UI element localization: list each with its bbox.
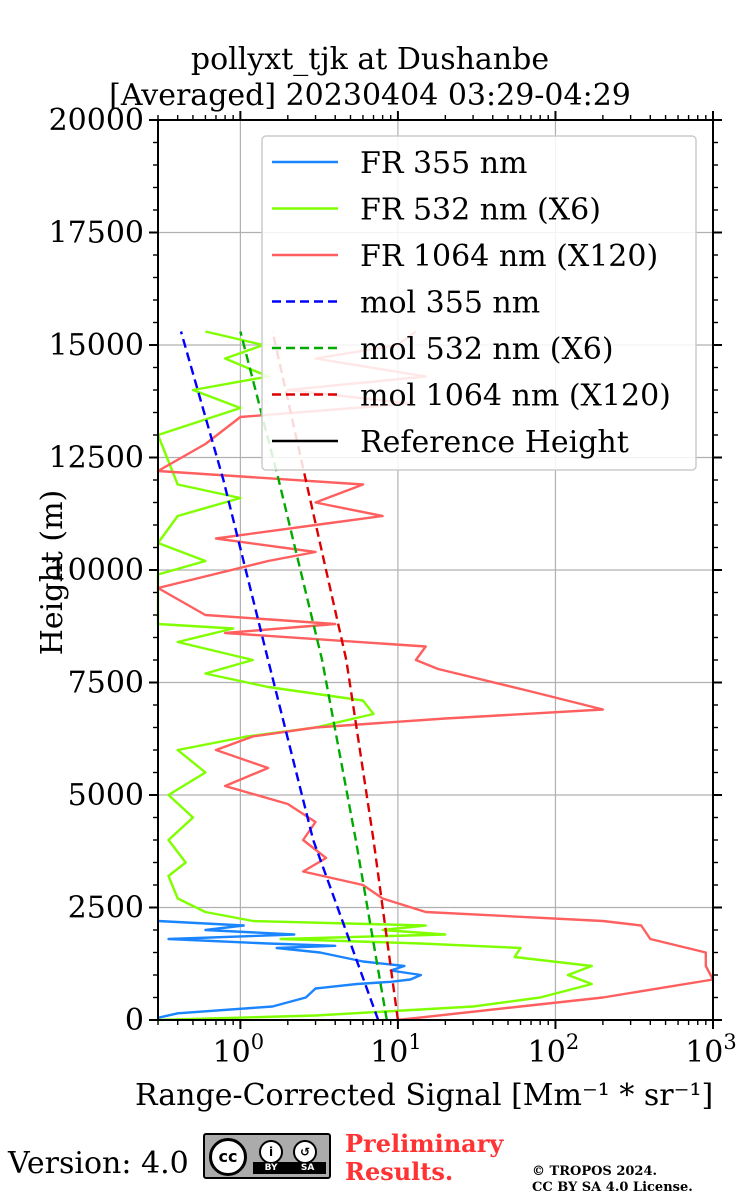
x-tick-label: 100 <box>213 1030 265 1070</box>
preliminary-line1: Preliminary <box>345 1129 504 1158</box>
version-label: Version: 4.0 <box>8 1146 189 1181</box>
preliminary-line2: Results. <box>345 1157 454 1186</box>
y-tick-label: 0 <box>125 1003 144 1038</box>
x-axis-label: Range-Corrected Signal [Mm⁻¹ * sr⁻¹] <box>135 1078 714 1113</box>
copyright-line2: CC BY SA 4.0 License. <box>532 1180 693 1195</box>
series-line-3 <box>179 331 380 1021</box>
copyright-line1: © TROPOS 2024. <box>532 1164 658 1179</box>
by-label: BY <box>264 1163 278 1173</box>
cc-license-badge: cc i ↺ BY SA <box>203 1133 331 1179</box>
copyright-notice: © TROPOS 2024. CC BY SA 4.0 License. <box>532 1164 693 1196</box>
y-tick-label: 20000 <box>49 103 144 138</box>
chart-title-line2: [Averaged] 20230404 03:29-04:29 <box>109 78 631 113</box>
x-tick-label: 101 <box>370 1030 422 1070</box>
legend-label-5: mol 1064 nm (X120) <box>360 379 671 414</box>
preliminary-results-label: Preliminary Results. <box>345 1130 503 1186</box>
legend-label-0: FR 355 nm <box>360 146 528 181</box>
y-tick-label: 12500 <box>49 441 144 476</box>
legend-label-6: Reference Height <box>360 425 629 460</box>
series-line-2 <box>156 330 715 1022</box>
chart-title-line1: pollyxt_tjk at Dushanbe <box>190 42 550 77</box>
y-tick-label: 5000 <box>68 778 144 813</box>
y-tick-label: 2500 <box>68 891 144 926</box>
y-tick-label: 7500 <box>68 666 144 701</box>
legend-box <box>261 135 697 471</box>
by-person-icon: i <box>259 1140 283 1164</box>
legend-label-2: FR 1064 nm (X120) <box>360 239 658 274</box>
legend-label-4: mol 532 nm (X6) <box>360 332 614 367</box>
y-tick-label: 10000 <box>49 553 144 588</box>
x-tick-label: 102 <box>528 1030 580 1070</box>
legend-label-1: FR 532 nm (X6) <box>360 193 601 228</box>
cc-icon: cc <box>209 1138 247 1176</box>
x-tick-label: 103 <box>685 1030 737 1070</box>
y-tick-label: 15000 <box>49 328 144 363</box>
sa-share-icon: ↺ <box>293 1140 317 1164</box>
series-line-0 <box>157 919 423 1019</box>
series-line-1 <box>156 330 593 1022</box>
legend-label-3: mol 355 nm <box>360 286 540 321</box>
y-axis-label: Height (m) <box>35 489 71 656</box>
y-tick-label: 17500 <box>49 216 144 251</box>
sa-label: SA <box>300 1163 315 1173</box>
cc-badge-strip: BY SA <box>253 1162 326 1174</box>
